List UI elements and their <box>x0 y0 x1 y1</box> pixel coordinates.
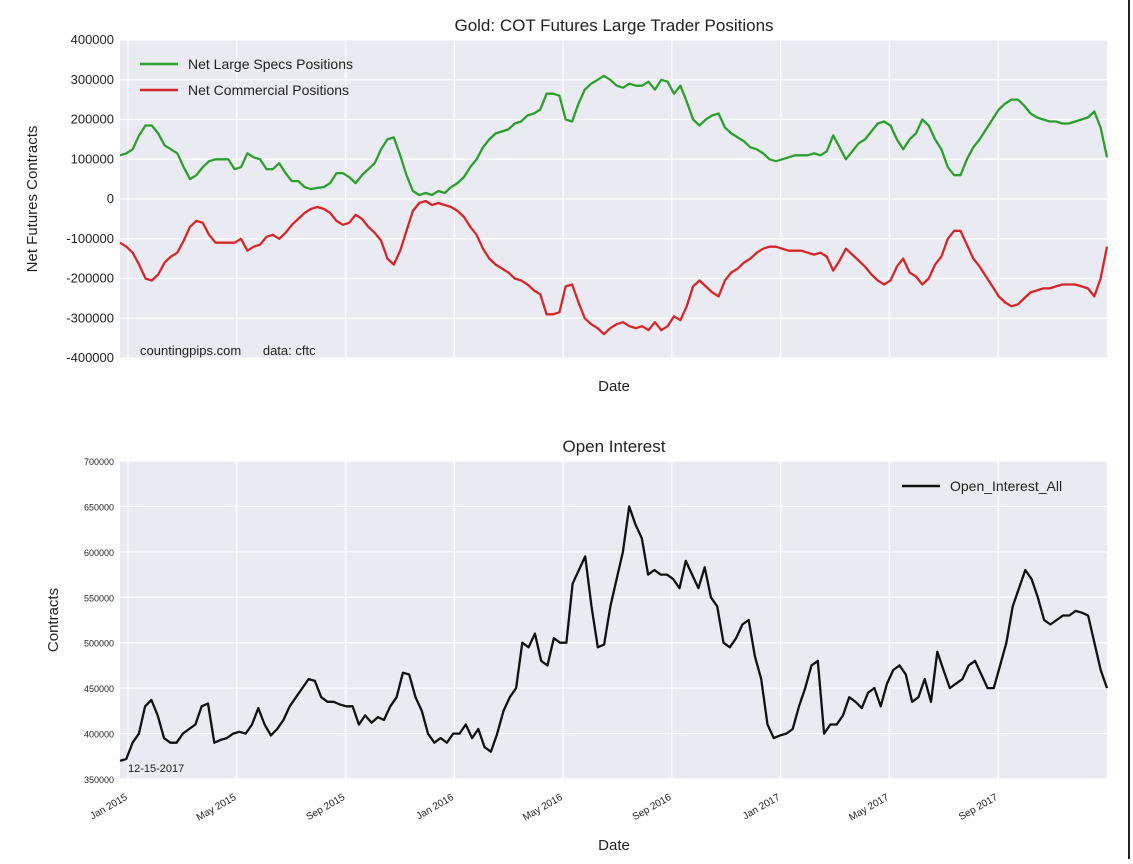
y-tick-label: 450000 <box>84 684 114 694</box>
x-axis-label: Date <box>598 378 630 395</box>
chart-title: Open Interest <box>562 437 665 456</box>
y-tick-labels: 700000 650000 600000 550000 500000 450000 4000… <box>84 457 114 785</box>
y-tick-label: 700000 <box>84 457 114 467</box>
y-tick-label: 100000 <box>71 151 114 166</box>
positions-chart: Gold: COT Futures Large Trader Positions… <box>24 16 1109 395</box>
x-tick-labels: Jan 2015 May 2015 Sep 2015 Jan 2016 May 2016… <box>88 792 1000 824</box>
series-line-1 <box>119 505 1109 762</box>
y-tick-label: -200000 <box>66 271 114 286</box>
x-tick-label: May 2016 <box>521 792 565 824</box>
x-tick-label: Jan 2017 <box>741 792 783 822</box>
y-tick-label: 350000 <box>84 775 114 785</box>
series-line-1 <box>119 74 1109 197</box>
x-tick-label: Sep 2015 <box>304 792 347 823</box>
y-tick-label: 650000 <box>84 502 114 512</box>
y-tick-label: -100000 <box>66 231 114 246</box>
y-tick-labels: 400000 300000 200000 100000 0 -100000 -200000 -… <box>66 32 114 365</box>
x-tick-label: May 2015 <box>195 792 239 824</box>
y-tick-label: -400000 <box>66 350 114 365</box>
y-tick-label: 500000 <box>84 639 114 649</box>
legend-label-commercial: Net Commercial Positions <box>188 82 349 98</box>
legend: Open_Interest_All <box>902 478 1062 494</box>
y-tick-label: 400000 <box>71 32 114 47</box>
frame-border <box>1128 0 1130 859</box>
grid-lines <box>120 460 1107 780</box>
series-lines <box>119 505 1109 762</box>
y-tick-label: 600000 <box>84 548 114 558</box>
y-tick-label: 0 <box>107 191 114 206</box>
chart-title: Gold: COT Futures Large Trader Positions <box>454 16 773 35</box>
x-tick-label: May 2017 <box>847 792 891 824</box>
x-tick-label: Sep 2017 <box>957 792 1000 823</box>
legend-label-open-interest: Open_Interest_All <box>950 478 1062 494</box>
legend: Net Large Specs Positions Net Commercial… <box>140 56 353 98</box>
y-tick-label: -300000 <box>66 310 114 325</box>
legend-label-specs: Net Large Specs Positions <box>188 56 353 72</box>
open-interest-chart: Open Interest 700000 650000 600000 550000 50… <box>45 437 1109 854</box>
y-axis-label: Net Futures Contracts <box>24 126 41 273</box>
x-axis-label: Date <box>598 837 630 854</box>
x-tick-label: Jan 2016 <box>415 792 457 822</box>
y-tick-label: 400000 <box>84 730 114 740</box>
plot-area <box>120 461 1107 779</box>
y-tick-label: 200000 <box>71 112 114 127</box>
series-lines <box>119 74 1109 336</box>
source-note: countingpips.com data: cftc <box>140 343 316 358</box>
series-line-2 <box>119 199 1109 336</box>
y-tick-label: 550000 <box>84 593 114 603</box>
y-tick-label: 300000 <box>71 72 114 87</box>
x-tick-label: Sep 2016 <box>631 792 674 823</box>
y-axis-label: Contracts <box>45 588 62 652</box>
date-note: 12-15-2017 <box>128 763 184 775</box>
x-tick-label: Jan 2015 <box>88 792 130 822</box>
grid-lines <box>120 39 1107 359</box>
